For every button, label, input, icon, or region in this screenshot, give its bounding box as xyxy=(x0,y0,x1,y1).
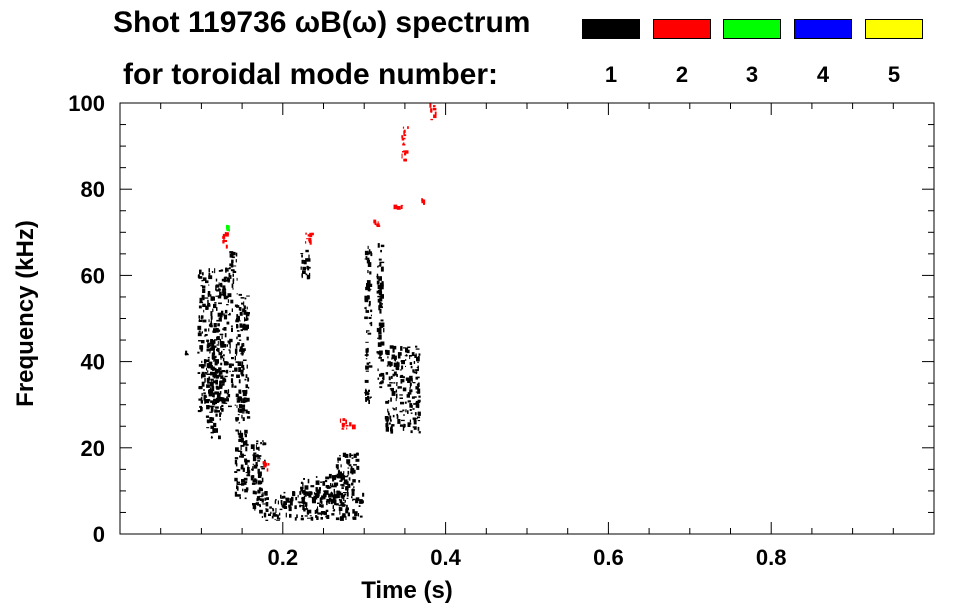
y-tick-label: 0 xyxy=(93,522,105,547)
y-tick-label: 100 xyxy=(68,91,105,116)
x-tick-label: 0.2 xyxy=(268,545,299,570)
legend-swatch-mode-2 xyxy=(653,19,711,39)
x-axis-label: Time (s) xyxy=(361,577,453,604)
y-axis-label: Frequency (kHz) xyxy=(12,220,39,407)
chart-title-line1: Shot 119736 ωB(ω) spectrum xyxy=(113,6,531,39)
spectrum-blob-mode-2 xyxy=(339,418,356,430)
x-tick-label: 0.6 xyxy=(593,545,624,570)
spectrum-blob-mode-1 xyxy=(197,267,234,413)
legend-swatch-mode-5 xyxy=(865,19,923,39)
legend-label-mode-2: 2 xyxy=(675,62,689,87)
spectrum-blob-mode-2 xyxy=(429,103,437,121)
chart-title-line2: for toroidal mode number: xyxy=(123,58,498,91)
legend-label-mode-4: 4 xyxy=(816,62,830,87)
spectrum-blob-mode-1 xyxy=(205,336,222,440)
spectrum-blob-mode-1 xyxy=(335,452,361,499)
y-tick-label: 80 xyxy=(81,177,105,202)
spectrum-blob-mode-1 xyxy=(234,293,251,500)
y-tick-label: 60 xyxy=(81,263,105,288)
spectrum-blob-mode-3 xyxy=(226,224,230,232)
legend-label-mode-5: 5 xyxy=(887,62,901,87)
y-tick-label: 20 xyxy=(81,436,105,461)
axis-ticks: 0.2 0.4 0.6 0.8 0 20 40 60 80 100 xyxy=(68,91,934,570)
y-tick-label: 40 xyxy=(81,350,105,375)
spectrum-blob-mode-1 xyxy=(384,345,421,434)
legend-label-mode-3: 3 xyxy=(745,62,759,87)
spectrum-blob-mode-2 xyxy=(222,229,230,249)
spectrum-blob-mode-2 xyxy=(262,461,270,472)
spectrum-blob-mode-1 xyxy=(300,249,311,280)
legend-swatch-mode-4 xyxy=(794,19,852,39)
spectrum-blob-mode-2 xyxy=(305,232,314,245)
x-tick-label: 0.4 xyxy=(430,545,461,570)
spectrum-blob-mode-1 xyxy=(250,440,267,511)
legend-swatch-mode-3 xyxy=(723,19,781,39)
spectrum-blob-mode-1 xyxy=(225,251,238,284)
spectrum-blob-mode-1 xyxy=(184,350,189,356)
spectrum-blob-mode-2 xyxy=(373,219,381,227)
spectrum-blob-mode-2 xyxy=(401,126,409,162)
x-tick-label: 0.8 xyxy=(756,545,787,570)
legend-label-mode-1: 1 xyxy=(604,62,618,87)
spectrum-blob-mode-1 xyxy=(376,243,385,389)
legend-swatch-mode-1 xyxy=(582,19,640,39)
spectrum-blobs xyxy=(184,103,437,521)
spectrum-blob-mode-1 xyxy=(364,245,373,404)
spectrum-blob-mode-2 xyxy=(393,204,404,210)
spectrum-blob-mode-2 xyxy=(421,198,426,205)
